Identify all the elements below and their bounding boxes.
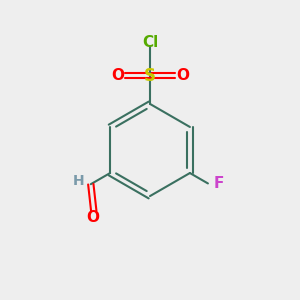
Text: S: S (144, 67, 156, 85)
Text: O: O (86, 210, 99, 225)
Text: H: H (73, 174, 84, 188)
Text: F: F (213, 176, 224, 191)
Text: O: O (111, 68, 124, 83)
Text: Cl: Cl (142, 34, 158, 50)
Text: O: O (176, 68, 189, 83)
